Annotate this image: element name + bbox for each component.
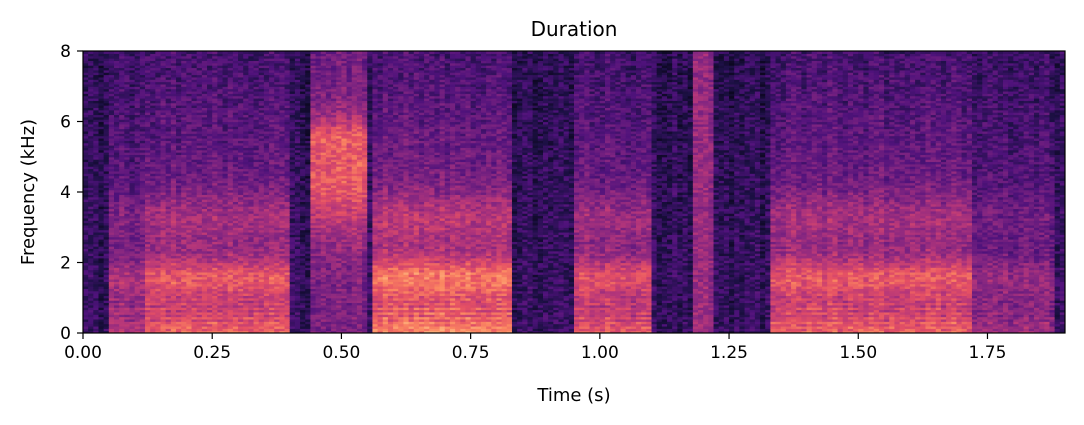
plot-area — [83, 51, 1066, 334]
chart-title: Duration — [531, 17, 618, 41]
heatmap-cells — [83, 51, 1066, 334]
